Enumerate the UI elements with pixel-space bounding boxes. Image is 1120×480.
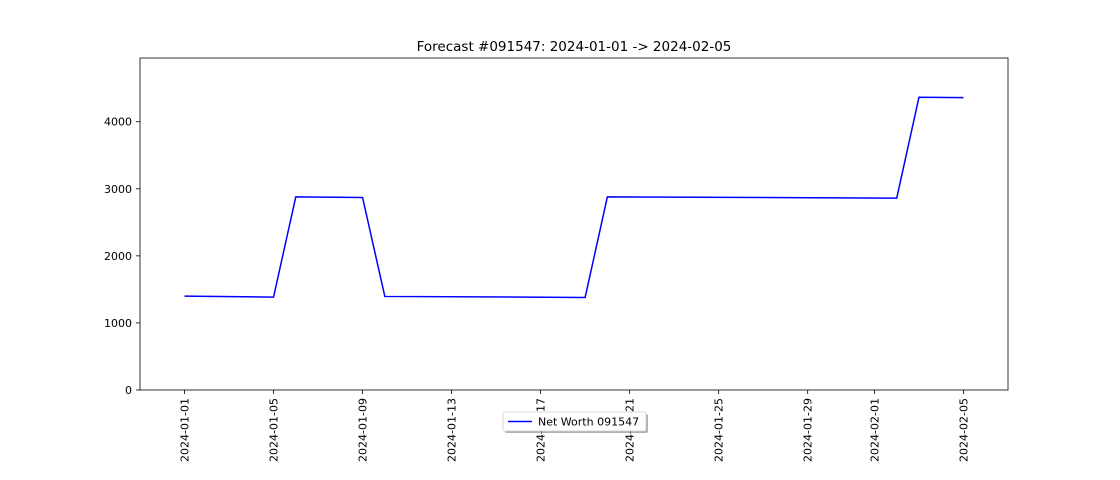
- y-tick-label: 1000: [104, 317, 132, 330]
- x-tick-label: 2024-01-05: [268, 398, 281, 462]
- y-tick-label: 4000: [104, 116, 132, 129]
- y-tick-label: 3000: [104, 183, 132, 196]
- chart-title: Forecast #091547: 2024-01-01 -> 2024-02-…: [417, 39, 732, 55]
- series-line-0: [184, 96, 964, 299]
- x-tick-label: 2024-02-05: [957, 398, 970, 462]
- legend-label-0: Net Worth 091547: [538, 416, 639, 429]
- y-tick-label: 2000: [104, 250, 132, 263]
- legend: Net Worth 091547: [502, 411, 648, 433]
- x-tick-label: 2024-01-09: [357, 398, 370, 462]
- x-tick-label: 2024-01-29: [802, 398, 815, 462]
- plot-area: [184, 96, 964, 299]
- x-tick-label: 2024-01-01: [179, 398, 192, 462]
- y-tick-label: 0: [125, 384, 132, 397]
- x-tick-label: 2024-01-25: [713, 398, 726, 462]
- x-tick-label: 2024-01-13: [446, 398, 459, 462]
- axes-frame: [139, 57, 1009, 391]
- x-tick-label: 2024-02-01: [868, 398, 881, 462]
- legend-box: [502, 411, 647, 432]
